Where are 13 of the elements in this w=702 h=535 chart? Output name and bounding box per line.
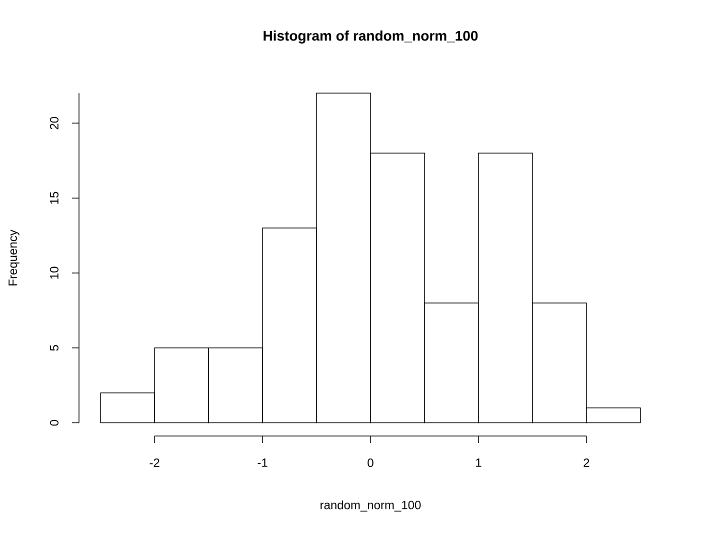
y-tick-label: 5	[50, 345, 58, 351]
y-tick-label: 20	[50, 116, 58, 130]
x-tick-label: -2	[150, 458, 160, 467]
y-tick-label: 10	[50, 266, 58, 279]
y-tick-label: 0	[50, 420, 58, 426]
x-axis-title: random_norm_100	[320, 500, 421, 512]
x-tick-label: -1	[258, 458, 268, 467]
x-tick-label: 1	[476, 458, 482, 467]
x-tick-label: 0	[368, 458, 374, 468]
y-tick-label: 15	[50, 192, 58, 204]
chart-title: Histogram of random_norm_100	[264, 30, 478, 44]
x-tick-label: 2	[584, 458, 590, 467]
y-axis-title: Frequency	[8, 230, 20, 286]
